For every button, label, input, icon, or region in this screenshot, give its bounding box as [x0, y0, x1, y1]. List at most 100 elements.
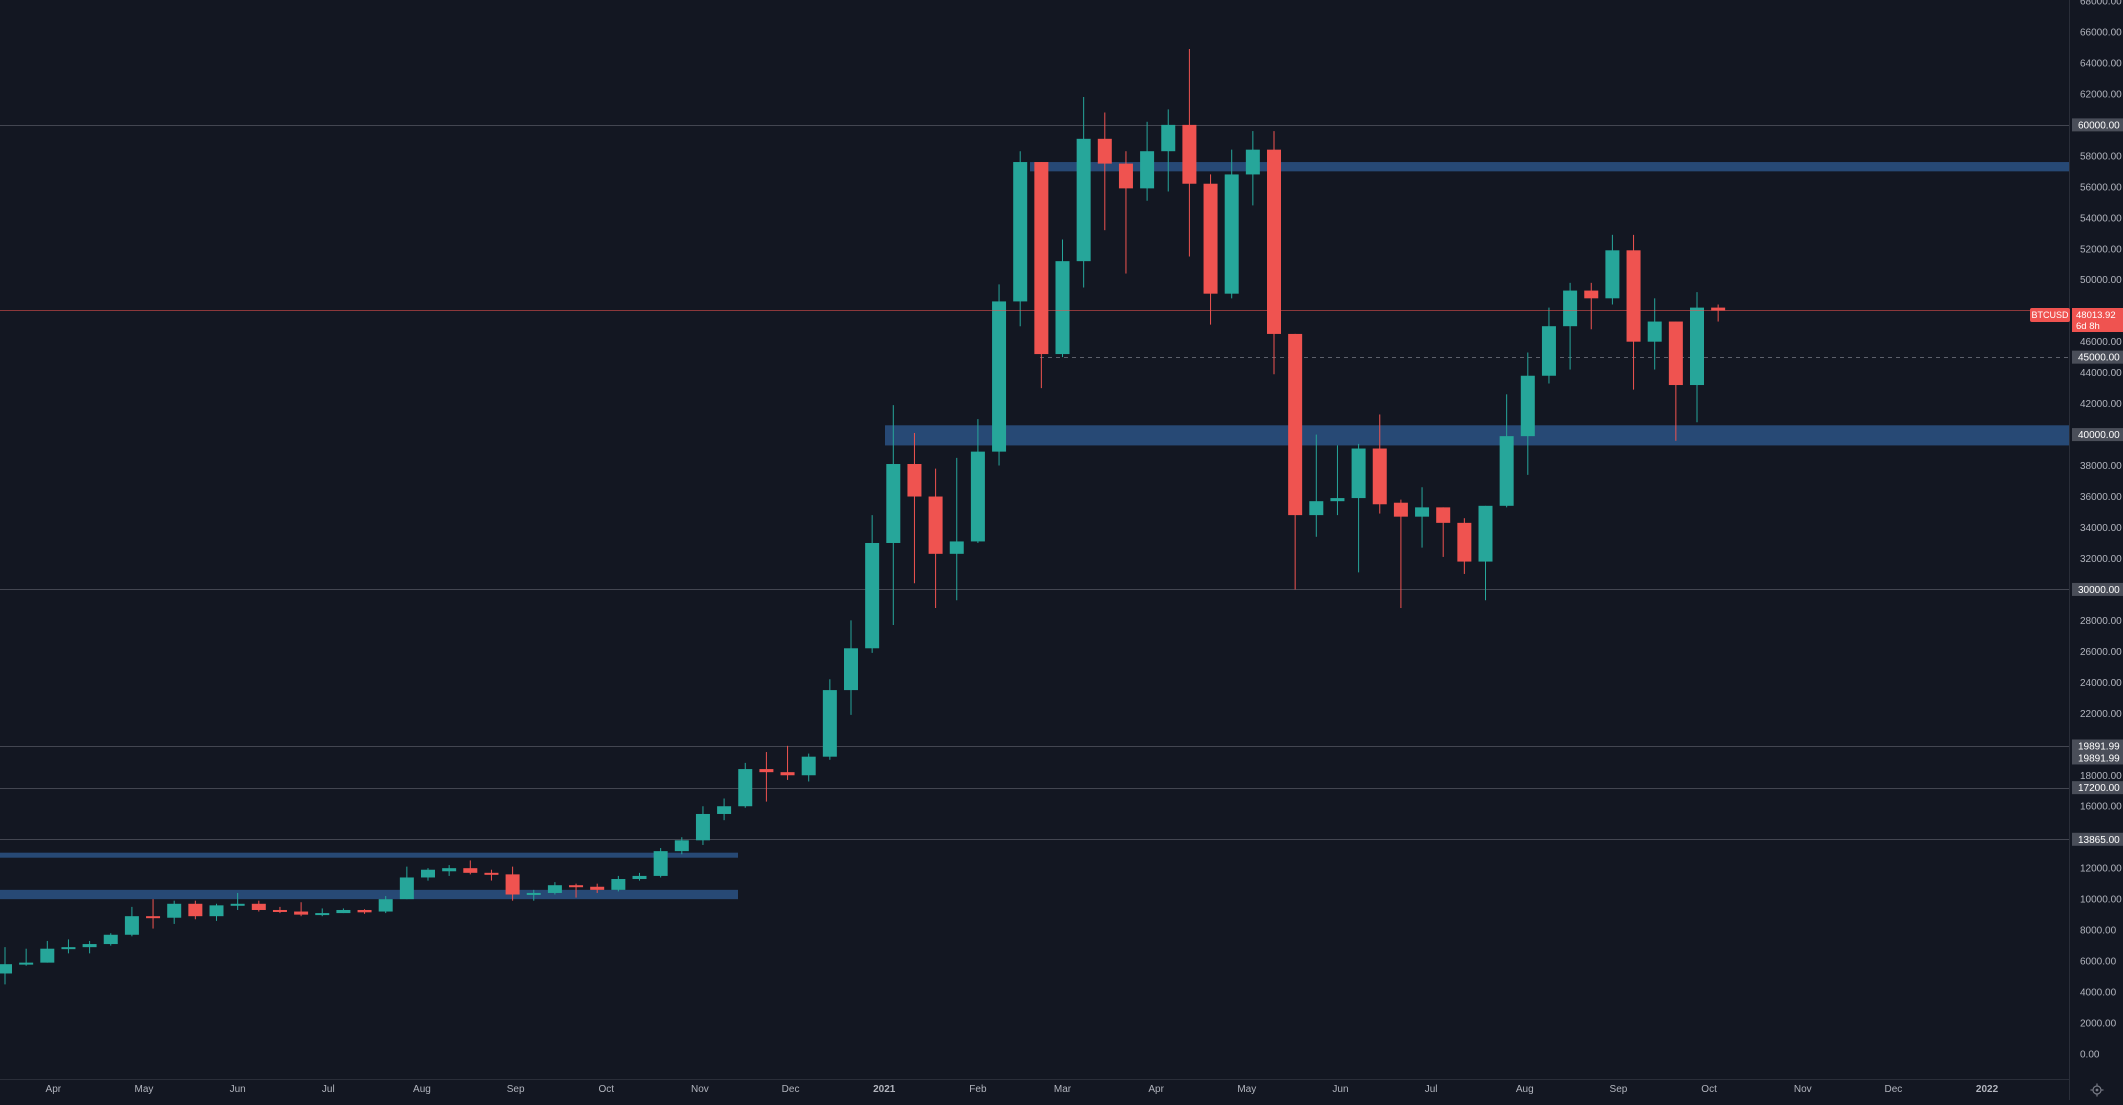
candle-up[interactable] — [632, 872, 647, 881]
candle-body[interactable] — [1309, 501, 1324, 516]
candle-body[interactable] — [442, 868, 457, 872]
candle-up[interactable] — [1605, 234, 1620, 305]
candle-up[interactable] — [40, 940, 55, 963]
candle-down[interactable] — [484, 869, 499, 881]
candle-body[interactable] — [822, 690, 837, 757]
candle-up[interactable] — [970, 419, 985, 543]
candle-up[interactable] — [378, 896, 393, 914]
candle-down[interactable] — [1668, 321, 1683, 441]
candle-down[interactable] — [294, 902, 309, 917]
candle-body[interactable] — [1711, 307, 1726, 311]
candle-down[interactable] — [928, 468, 943, 609]
candle-down[interactable] — [146, 899, 161, 929]
candle-body[interactable] — [272, 909, 287, 912]
candle-up[interactable] — [0, 947, 12, 985]
candle-up[interactable] — [61, 939, 76, 954]
candle-body[interactable] — [1013, 162, 1028, 302]
candle-body[interactable] — [146, 916, 161, 919]
candle-body[interactable] — [1055, 261, 1070, 355]
candle-up[interactable] — [738, 762, 753, 808]
candle-body[interactable] — [421, 869, 435, 878]
candle-up[interactable] — [653, 848, 668, 878]
candle-down[interactable] — [1711, 304, 1726, 322]
candle-body[interactable] — [1393, 502, 1408, 517]
gear-icon[interactable] — [2090, 1083, 2104, 1097]
candle-down[interactable] — [1118, 151, 1133, 274]
candle-up[interactable] — [315, 908, 330, 917]
candle-up[interactable] — [1161, 109, 1176, 192]
candle-up[interactable] — [103, 933, 118, 946]
candle-up[interactable] — [442, 865, 457, 876]
candle-up[interactable] — [230, 892, 245, 910]
candle-body[interactable] — [1372, 448, 1387, 505]
candle-up[interactable] — [822, 679, 837, 760]
candle-up[interactable] — [611, 875, 626, 892]
candle-body[interactable] — [1584, 290, 1599, 299]
candle-body[interactable] — [801, 756, 816, 776]
candle-down[interactable] — [1457, 518, 1472, 574]
candle-up[interactable] — [717, 798, 732, 821]
candle-body[interactable] — [1457, 522, 1472, 562]
candle-down[interactable] — [1393, 499, 1408, 609]
candle-body[interactable] — [1267, 149, 1281, 334]
candle-up[interactable] — [1415, 487, 1430, 548]
candle-down[interactable] — [1372, 414, 1387, 514]
candle-body[interactable] — [230, 903, 245, 906]
candle-body[interactable] — [1076, 138, 1091, 262]
candle-up[interactable] — [695, 806, 710, 845]
candle-down[interactable] — [1267, 131, 1281, 375]
candle-body[interactable] — [1245, 149, 1260, 175]
candle-up[interactable] — [1563, 282, 1578, 370]
candle-body[interactable] — [674, 840, 689, 852]
candle-body[interactable] — [1499, 436, 1514, 506]
candle-body[interactable] — [463, 868, 478, 873]
candle-down[interactable] — [759, 752, 774, 802]
candle-up[interactable] — [1076, 97, 1091, 288]
candle-body[interactable] — [907, 464, 922, 497]
candle-up[interactable] — [19, 948, 34, 966]
candle-up[interactable] — [865, 515, 880, 653]
candle-body[interactable] — [167, 903, 182, 918]
candle-body[interactable] — [1563, 290, 1578, 327]
candle-body[interactable] — [378, 899, 393, 912]
candle-up[interactable] — [1245, 131, 1260, 206]
candle-down[interactable] — [1203, 174, 1218, 325]
candle-up[interactable] — [1499, 394, 1514, 508]
candle-up[interactable] — [1140, 121, 1155, 201]
candle-body[interactable] — [1520, 375, 1535, 437]
candle-body[interactable] — [315, 913, 330, 916]
candle-up[interactable] — [526, 889, 541, 901]
candle-body[interactable] — [1140, 151, 1155, 189]
candle-up[interactable] — [886, 405, 901, 626]
candle-body[interactable] — [336, 909, 351, 914]
candle-down[interactable] — [272, 906, 287, 914]
candle-down[interactable] — [569, 883, 584, 898]
candle-body[interactable] — [484, 872, 499, 875]
candle-up[interactable] — [124, 906, 139, 937]
candle-body[interactable] — [61, 947, 76, 950]
candle-body[interactable] — [0, 964, 12, 974]
candle-up[interactable] — [801, 753, 816, 782]
candle-up[interactable] — [949, 457, 964, 601]
candle-body[interactable] — [1182, 124, 1197, 184]
candle-up[interactable] — [1351, 443, 1366, 573]
candle-body[interactable] — [717, 806, 732, 814]
candle-body[interactable] — [1605, 250, 1620, 299]
candle-body[interactable] — [19, 962, 34, 965]
candle-body[interactable] — [970, 451, 985, 542]
candle-body[interactable] — [632, 875, 647, 880]
candle-up[interactable] — [1224, 149, 1239, 299]
candle-down[interactable] — [907, 433, 922, 584]
candle-down[interactable] — [357, 909, 372, 914]
candle-body[interactable] — [399, 877, 414, 900]
candle-down[interactable] — [1626, 234, 1641, 390]
candle-body[interactable] — [1647, 321, 1662, 342]
candle-up[interactable] — [167, 900, 182, 924]
candle-body[interactable] — [611, 879, 626, 890]
candle-body[interactable] — [1415, 507, 1430, 517]
candle-down[interactable] — [590, 883, 605, 893]
candle-up[interactable] — [1541, 307, 1556, 384]
candle-up[interactable] — [674, 837, 689, 855]
candle-up[interactable] — [336, 908, 351, 914]
